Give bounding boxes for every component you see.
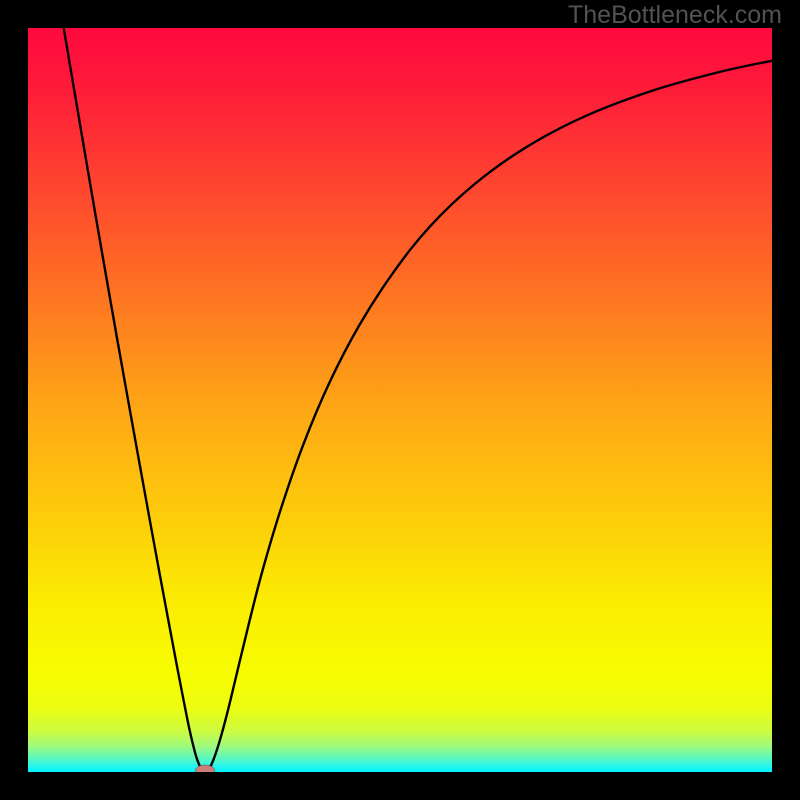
bottleneck-curve-layer — [0, 0, 800, 800]
optimal-point-marker — [195, 765, 214, 776]
watermark-text: TheBottleneck.com — [568, 1, 782, 30]
bottleneck-curve — [64, 28, 776, 772]
